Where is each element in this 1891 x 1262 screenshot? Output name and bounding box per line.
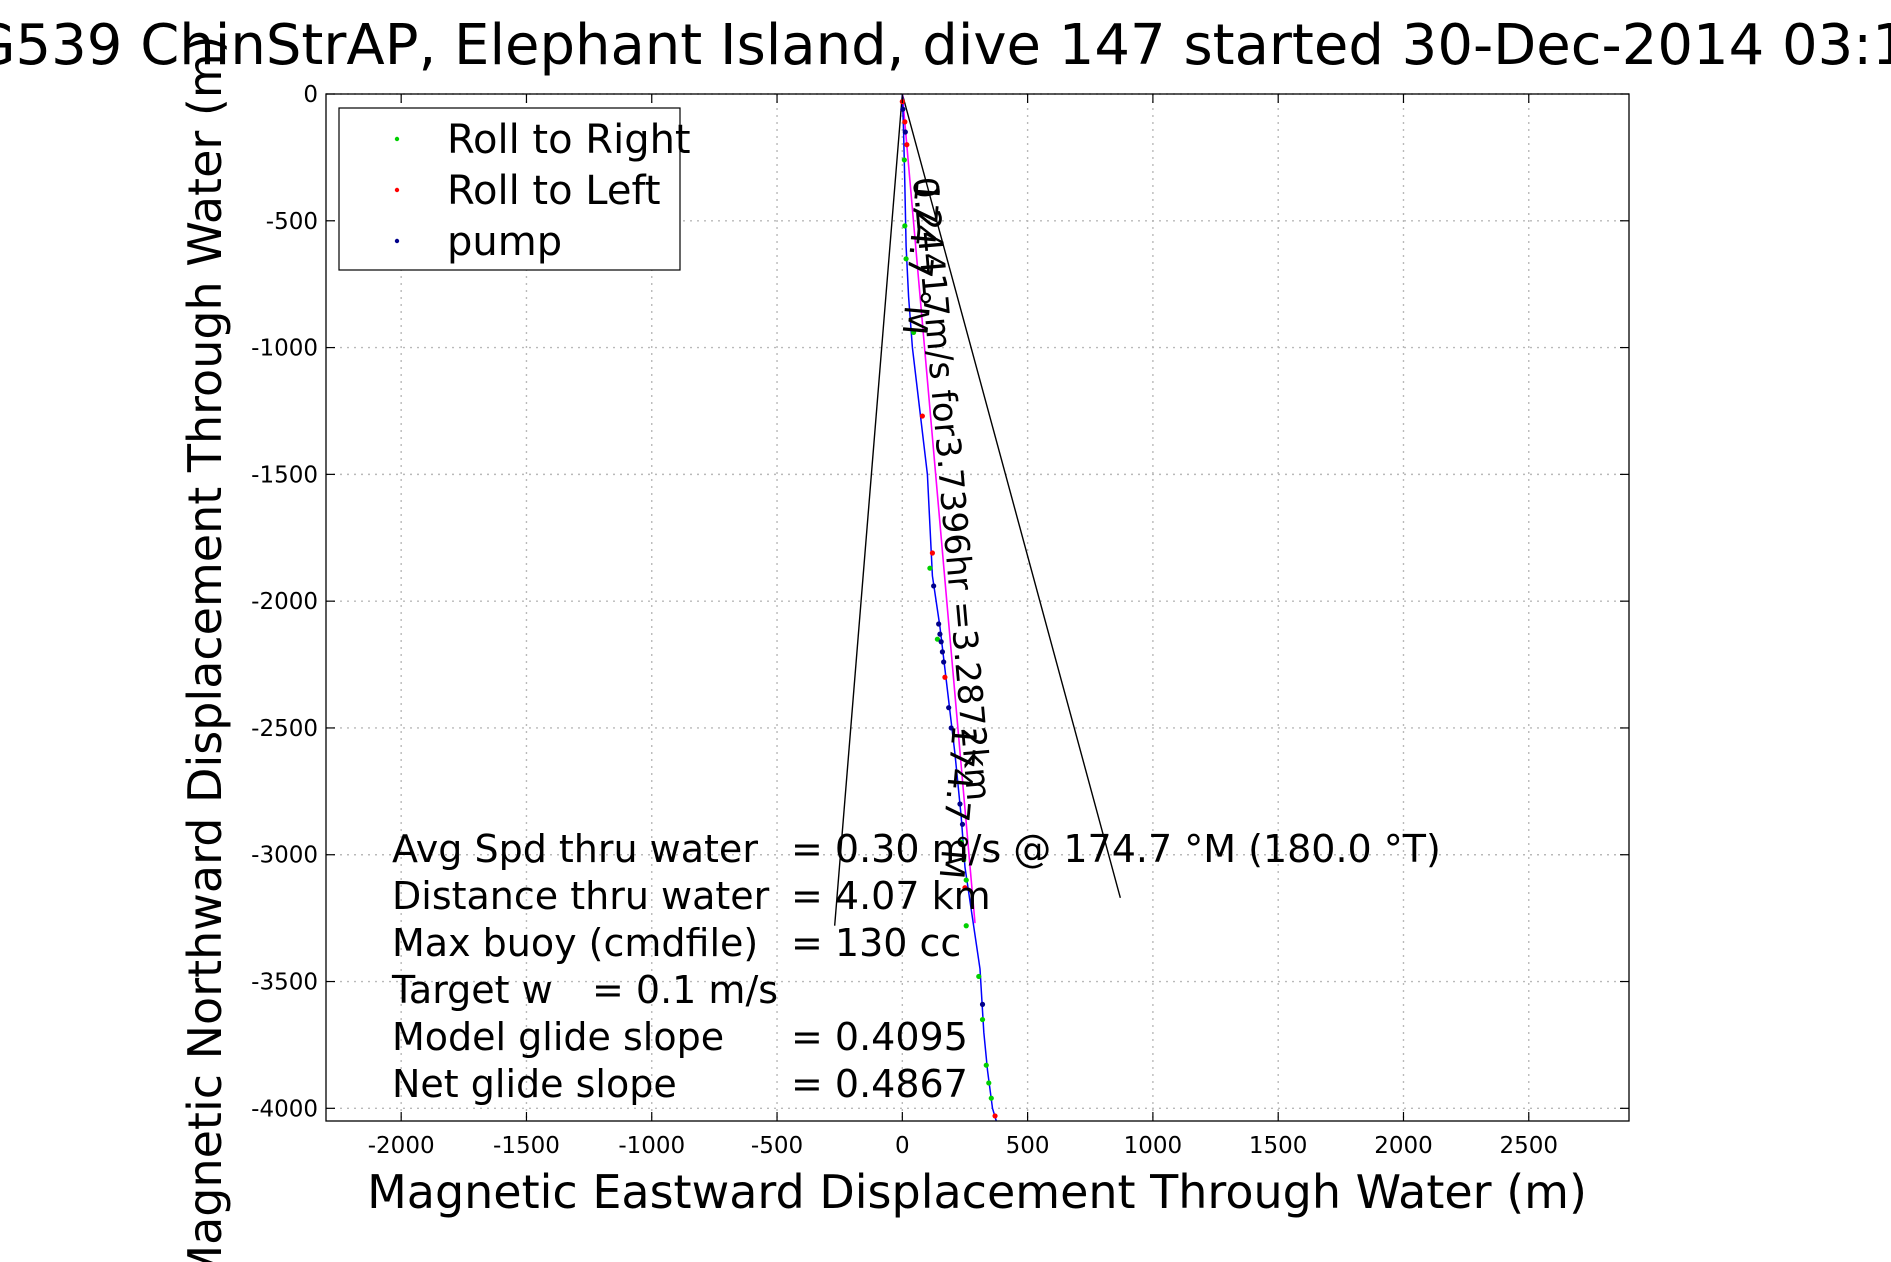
stat-label-distance: Distance thru water [392,874,770,918]
stat-value-avg-speed: = 0.30 m/s @ 174.7 °M (180.0 °T) [791,827,1441,871]
legend-marker-roll-right [394,136,400,142]
roll-right-point [958,839,964,845]
roll-right-point [911,329,917,335]
legend-label-roll-right: Roll to Right [447,117,691,163]
roll-left-point [942,674,948,680]
heading-cone-line [901,93,1122,899]
x-tick-label: -1000 [618,1133,685,1159]
roll-right-point [986,1080,992,1086]
stats-block: Avg Spd thru water = 0.30 m/s @ 174.7 °M… [391,827,1441,1106]
pump-point [959,821,966,827]
x-tick-label: 2000 [1374,1133,1433,1159]
dive-track-line [901,93,998,1122]
roll-left-point [902,119,908,125]
roll-left-point [992,1113,998,1119]
roll-right-point [963,923,969,929]
stat-label-max-buoy: Max buoy (cmdfile) [392,921,758,965]
roll-right-point [903,256,909,262]
stat-value-net-glide: = 0.4867 [791,1062,968,1106]
stat-value-target-w: = 0.1 m/s [592,968,778,1012]
x-tick-label: -2000 [368,1133,435,1159]
roll-left-point [962,885,968,891]
heading-cone-line [833,93,904,926]
chart-title: SG539 ChinStrAP, Elephant Island, dive 1… [0,13,1891,78]
stat-value-distance: = 4.07 km [791,874,991,918]
pump-point [979,1001,986,1007]
y-tick-label: -500 [266,209,318,235]
legend-label-roll-left: Roll to Left [447,168,661,214]
stat-value-max-buoy: = 130 cc [791,921,961,965]
roll-right-point [902,223,908,229]
stat-label-avg-speed: Avg Spd thru water [392,827,758,871]
roll-right-point [961,857,967,863]
legend-marker-roll-left [394,187,400,193]
pump-point [902,129,908,135]
y-tick-label: -3000 [251,843,318,869]
roll-right-point [976,973,982,980]
roll-right-point [979,1016,986,1023]
plot-frame [325,93,1630,1122]
grid-lines [326,93,1629,1121]
pump-point [938,639,944,645]
y-tick-label: 0 [303,82,318,108]
roll-right-point [927,565,933,571]
stat-label-net-glide: Net glide slope [392,1062,677,1106]
legend: Roll to Right Roll to Left pump [338,107,691,271]
x-tick-label: 500 [1006,1133,1050,1159]
roll-right-point [988,1095,994,1101]
legend-label-pump: pump [447,219,562,265]
data-points [899,99,998,1119]
pump-point [941,659,947,665]
roll-left-point [904,142,910,148]
y-axis-label: Magnetic Northward Displacement Through … [178,35,232,1262]
pump-point [936,621,942,627]
y-tick-label: -3500 [251,970,318,996]
legend-marker-pump [394,238,400,244]
roll-right-point [983,1062,989,1068]
pump-point [939,649,946,655]
pump-point [948,725,954,731]
y-tick-label: -4000 [251,1096,318,1122]
pump-point [931,583,937,589]
axis-ticks: -2000 -1500 -1000 -500 0 500 1000 1500 2000 2500 0… [251,82,1629,1159]
x-tick-label: 1000 [1124,1133,1183,1159]
stat-label-model-glide: Model glide slope [392,1015,724,1059]
roll-right-point [901,157,907,163]
y-tick-label: -2500 [251,716,318,742]
x-tick-label: 1500 [1249,1133,1308,1159]
current-vector-line [901,93,976,924]
heading-cone [833,93,1122,926]
pump-point [900,106,906,112]
x-axis-label: Magnetic Eastward Displacement Through W… [367,1165,1587,1219]
stat-label-target-w: Target w [391,968,553,1012]
stat-value-model-glide: = 0.4095 [791,1015,968,1059]
x-tick-label: 2500 [1499,1133,1558,1159]
roll-left-point [929,550,935,556]
x-tick-label: 0 [895,1133,910,1159]
dive-track [901,93,998,1122]
roll-left-point [919,413,925,419]
pump-point [937,631,943,637]
pump-point [957,801,963,807]
roll-right-point [934,636,941,642]
roll-right-point [963,877,969,883]
x-tick-label: -500 [751,1133,803,1159]
y-tick-label: -2000 [251,589,318,615]
pump-point [946,705,952,711]
y-tick-label: -1500 [251,462,318,488]
y-tick-label: -1000 [251,336,318,362]
x-tick-label: -1500 [493,1133,560,1159]
